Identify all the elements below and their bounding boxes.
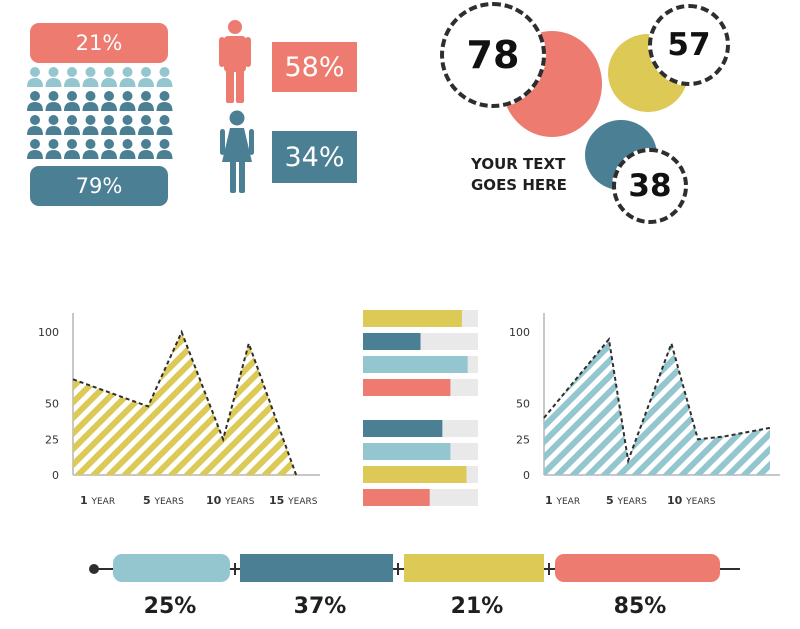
y-tick-label: 100 bbox=[38, 326, 59, 339]
person-icon bbox=[119, 67, 136, 87]
y-tick-label: 100 bbox=[509, 326, 530, 339]
bubble-38: 38 bbox=[612, 148, 688, 224]
y-tick-label: 50 bbox=[45, 398, 59, 411]
person-icon bbox=[27, 67, 43, 87]
person-icon bbox=[156, 91, 173, 111]
person-icon bbox=[138, 139, 154, 159]
person-icon bbox=[101, 139, 117, 159]
y-tick-label: 0 bbox=[523, 469, 530, 482]
caption-text: YOUR TEXT GOES HERE bbox=[471, 154, 567, 196]
segment-label-3: 21% bbox=[450, 594, 504, 619]
person-icon bbox=[138, 115, 154, 135]
bubble-78: 78 bbox=[440, 2, 546, 108]
person-icon bbox=[119, 91, 136, 111]
person-icon bbox=[27, 91, 43, 111]
male-icon bbox=[219, 20, 251, 103]
female-icon bbox=[220, 110, 254, 193]
person-icon bbox=[27, 115, 43, 135]
x-tick-label: 1 YEAR bbox=[545, 494, 580, 507]
segment-label-1: 25% bbox=[143, 594, 197, 619]
person-icon bbox=[101, 67, 117, 87]
person-icon bbox=[45, 91, 62, 111]
person-icon bbox=[64, 91, 80, 111]
person-icon bbox=[156, 115, 173, 135]
x-tick-label: 10 YEARS bbox=[206, 494, 255, 507]
person-icon bbox=[138, 91, 154, 111]
left-area-chart: 0 25 50 100 1 YEAR 5 YEARS 10 YEARS 15 YEARS bbox=[38, 313, 320, 507]
x-tick-label: 1 YEAR bbox=[80, 494, 115, 507]
y-tick-label: 50 bbox=[516, 398, 530, 411]
bubble-57: 57 bbox=[648, 4, 730, 86]
person-icon bbox=[82, 91, 99, 111]
person-icon bbox=[119, 139, 136, 159]
person-icon bbox=[101, 91, 117, 111]
people-bottom-label: 79% bbox=[30, 166, 168, 206]
person-icon bbox=[64, 115, 80, 135]
x-tick-label: 5 YEARS bbox=[606, 494, 647, 507]
baseline-start-dot bbox=[89, 564, 99, 574]
person-icon bbox=[45, 115, 62, 135]
segment-bar bbox=[555, 554, 720, 582]
person-icon bbox=[82, 115, 99, 135]
male-percentage: 58% bbox=[272, 42, 357, 92]
person-icon bbox=[138, 67, 154, 87]
middle-bar-chart bbox=[363, 310, 478, 506]
x-tick-label: 15 YEARS bbox=[269, 494, 318, 507]
person-icon bbox=[64, 67, 80, 87]
y-tick-label: 25 bbox=[516, 433, 530, 446]
right-area-chart: 0 25 50 100 1 YEAR 5 YEARS 10 YEARS bbox=[509, 313, 780, 507]
bar bbox=[363, 356, 468, 373]
caption-line-2: GOES HERE bbox=[471, 176, 567, 194]
x-tick-label: 5 YEARS bbox=[143, 494, 184, 507]
female-percentage: 34% bbox=[272, 131, 357, 183]
area-outline bbox=[543, 336, 771, 465]
person-icon bbox=[82, 67, 99, 87]
person-icon bbox=[45, 67, 62, 87]
person-icon bbox=[156, 139, 173, 159]
bar bbox=[363, 310, 462, 327]
people-grid bbox=[27, 67, 173, 159]
segment-bar bbox=[113, 554, 230, 582]
segment-label-2: 37% bbox=[293, 594, 347, 619]
bar bbox=[363, 420, 443, 437]
person-icon bbox=[45, 139, 62, 159]
bar bbox=[363, 466, 467, 483]
segmented-progress-bar bbox=[89, 554, 740, 582]
person-icon bbox=[82, 139, 99, 159]
y-tick-label: 25 bbox=[45, 433, 59, 446]
segment-label-4: 85% bbox=[613, 594, 667, 619]
people-top-label: 21% bbox=[30, 23, 168, 63]
segment-bar bbox=[404, 554, 544, 582]
person-icon bbox=[101, 115, 117, 135]
person-icon bbox=[156, 67, 173, 87]
x-tick-label: 10 YEARS bbox=[667, 494, 716, 507]
area-outline bbox=[72, 329, 298, 476]
caption-line-1: YOUR TEXT bbox=[471, 155, 566, 173]
y-tick-label: 0 bbox=[52, 469, 59, 482]
area-fill bbox=[544, 339, 770, 475]
segment-bar bbox=[240, 554, 393, 582]
bar bbox=[363, 489, 430, 506]
person-icon bbox=[64, 139, 80, 159]
area-fill bbox=[73, 332, 297, 475]
bar bbox=[363, 333, 421, 350]
bar bbox=[363, 379, 451, 396]
person-icon bbox=[119, 115, 136, 135]
person-icon bbox=[27, 139, 43, 159]
bar bbox=[363, 443, 451, 460]
